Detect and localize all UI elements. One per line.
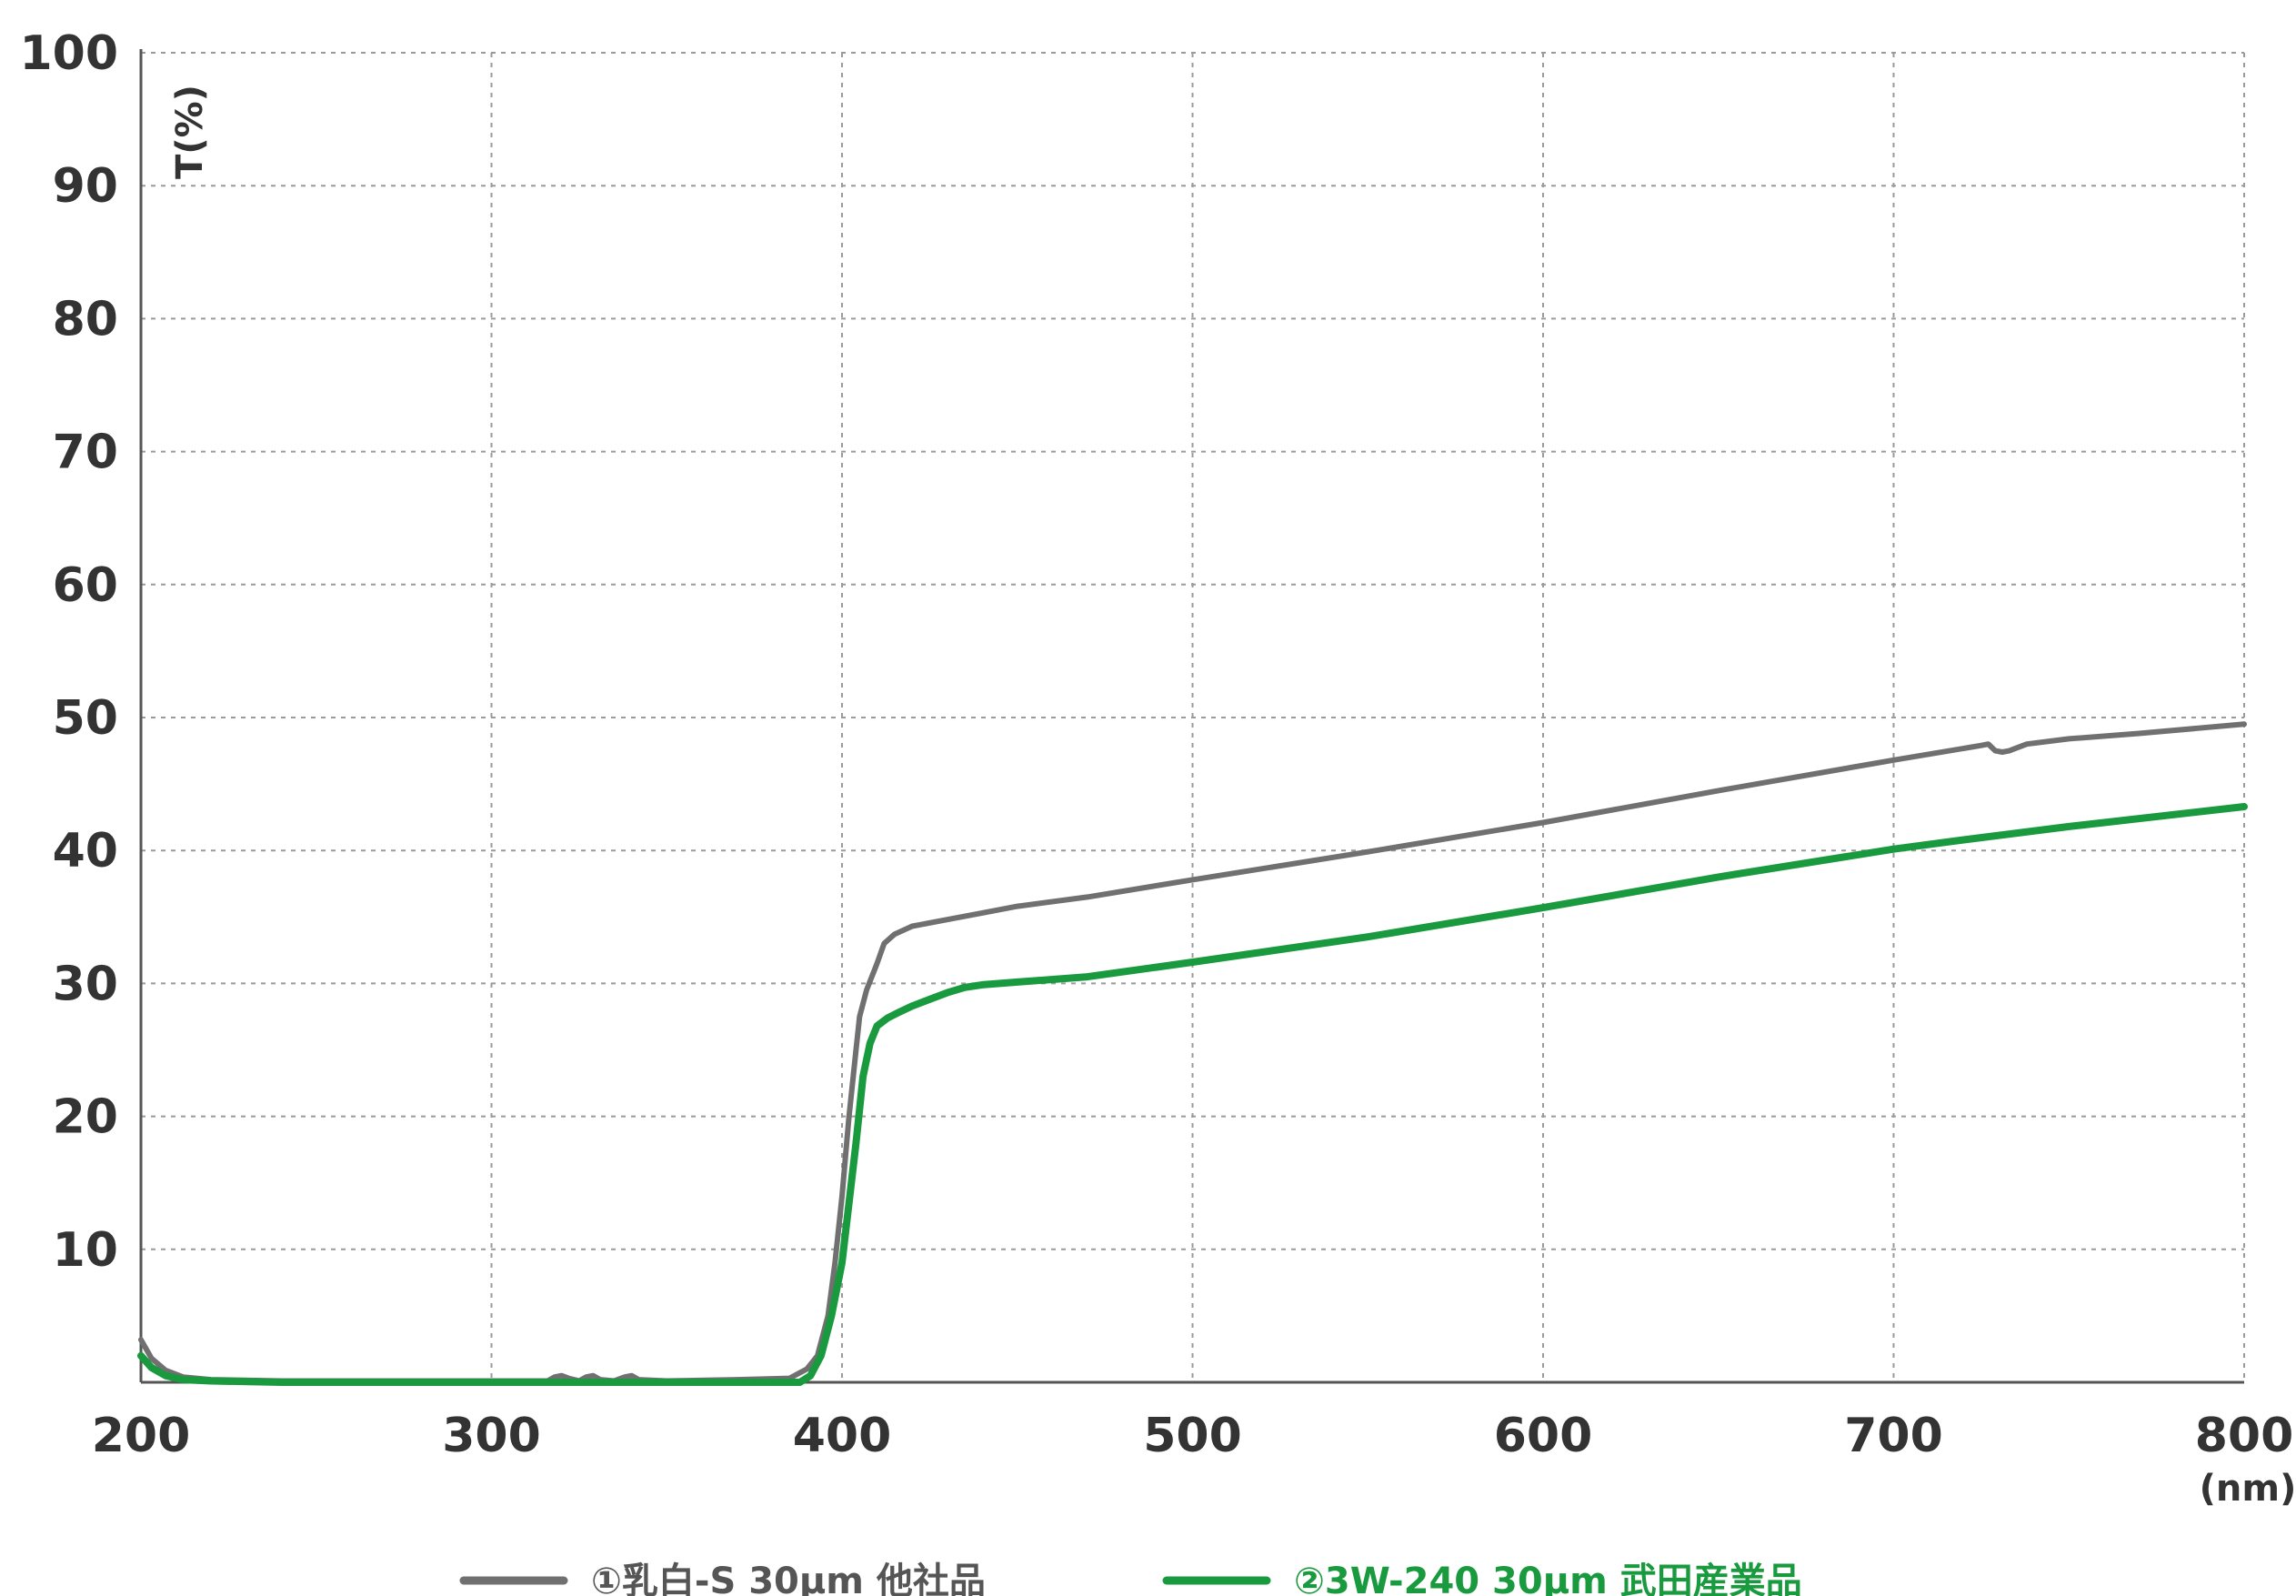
x-tick-label-500: 500 bbox=[1143, 1409, 1242, 1463]
series-line-1 bbox=[138, 721, 2247, 1384]
x-tick-label-700: 700 bbox=[1844, 1409, 1943, 1463]
legend-label-2: ②3W-240 30μm 武田産業品 bbox=[1294, 1561, 1802, 1596]
x-tick-label-600: 600 bbox=[1494, 1409, 1593, 1463]
x-tick-label-200: 200 bbox=[92, 1409, 191, 1463]
x-tick-label-800: 800 bbox=[2195, 1409, 2294, 1463]
y-tick-label-70: 70 bbox=[53, 426, 118, 480]
y-axis-title: T(%) bbox=[169, 85, 211, 179]
y-tick-label-60: 60 bbox=[53, 558, 118, 613]
x-axis-unit: (nm) bbox=[2200, 1468, 2296, 1510]
y-tick-label-30: 30 bbox=[53, 957, 118, 1011]
series-line-2 bbox=[137, 803, 2248, 1386]
y-tick-label-50: 50 bbox=[53, 691, 118, 746]
y-tick-label-100: 100 bbox=[19, 26, 118, 81]
y-tick-label-20: 20 bbox=[53, 1090, 118, 1145]
x-tick-label-300: 300 bbox=[442, 1409, 541, 1463]
y-tick-label-10: 10 bbox=[53, 1223, 118, 1278]
y-tick-label-90: 90 bbox=[53, 159, 118, 214]
x-tick-label-400: 400 bbox=[793, 1409, 892, 1463]
tick-labels: 10 20 30 40 50 60 70 80 90 100 200 300 400 500 600 700 8… bbox=[19, 26, 2293, 1463]
legend-label-1: ①乳白-S 30μm 他社品 bbox=[591, 1561, 986, 1596]
gridlines bbox=[141, 52, 2245, 1382]
series-lines bbox=[137, 721, 2248, 1386]
legend: ①乳白-S 30μm 他社品 ②3W-240 30μm 武田産業品 bbox=[459, 1561, 1802, 1596]
y-tick-label-80: 80 bbox=[53, 292, 118, 346]
y-tick-label-40: 40 bbox=[53, 824, 118, 878]
